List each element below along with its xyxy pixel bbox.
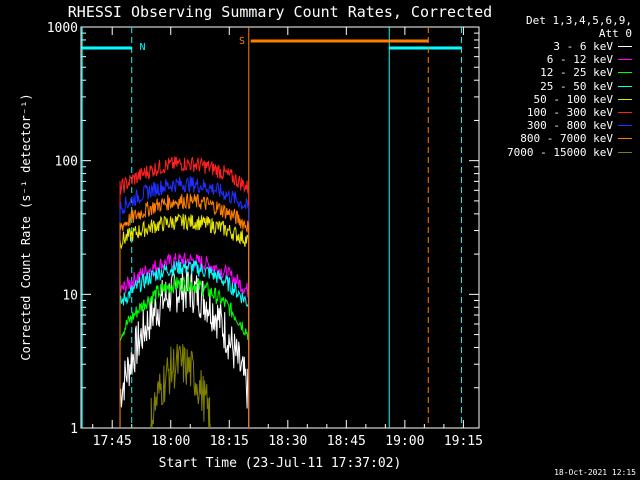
saa-label: S [239,36,245,47]
legend-swatch [618,46,632,47]
legend-item: 50 - 100 keV [534,93,632,106]
legend-item: 25 - 50 keV [540,80,632,93]
series-line [150,343,211,429]
plot-area: 17:45 18:00 18:15 18:30 18:45 19:00 19:15 1 10 10… [47,21,483,449]
legend-label: 100 - 300 keV [526,106,613,119]
legend-label: 7000 - 15000 keV [507,145,613,159]
y-tick-label: 10 [62,288,78,303]
legend-item: 7000 - 15000 keV [507,146,632,159]
y-tick-label: 1 [70,422,78,437]
series-line [119,193,250,429]
series-line [119,176,250,429]
legend-label: 6 - 12 keV [546,53,613,67]
x-tick-label: 19:00 [385,434,424,449]
y-axis-label: Corrected Count Rate (s⁻¹ detector⁻¹) [19,93,33,360]
y-tick-label: 1000 [47,21,78,36]
x-tick-label: 18:45 [327,434,366,449]
legend-swatch [618,72,632,74]
legend-header: Det 1,3,4,5,6,9, [526,14,632,27]
x-tick-label: 18:00 [151,434,190,449]
legend-label: 50 - 100 keV [533,92,613,106]
legend-swatch [618,138,632,140]
legend-header: Att 0 [598,27,632,40]
legend-item: 300 - 800 keV [527,119,632,132]
night-label: N [140,42,146,53]
legend-item: 6 - 12 keV [547,53,632,66]
series-line [119,259,250,429]
legend-label: 25 - 50 keV [540,79,613,93]
legend-item: 100 - 300 keV [527,106,632,119]
legend-item: 3 - 6 keV [553,40,632,53]
y-tick-label: 100 [55,155,78,170]
legend-swatch [618,85,632,87]
legend-label: 300 - 800 keV [526,119,613,133]
x-tick-label: 17:45 [93,434,132,449]
series-line [119,156,250,429]
legend-label: 800 - 7000 keV [520,132,613,146]
x-tick-label: 19:15 [444,434,483,449]
x-tick-label: 18:15 [210,434,249,449]
legend-swatch [618,125,632,127]
legend-label: 12 - 25 keV [540,66,613,80]
plot-frame [80,26,480,429]
x-axis-label: Start Time (23-Jul-11 17:37:02) [159,456,402,471]
legend-swatch [618,98,632,100]
footer-timestamp: 18-Oct-2021 12:15 [554,468,636,477]
series-line [119,213,250,429]
series-line [119,265,250,429]
series-line [119,275,250,429]
legend-swatch [618,151,632,153]
legend-label: 3 - 6 keV [553,40,613,53]
legend-swatch [618,112,632,113]
x-tick-label: 18:30 [268,434,307,449]
legend-item: 12 - 25 keV [540,66,632,79]
chart-title: RHESSI Observing Summary Count Rates, Co… [68,3,492,21]
legend-item: 800 - 7000 keV [520,132,632,145]
legend-swatch [618,59,632,61]
